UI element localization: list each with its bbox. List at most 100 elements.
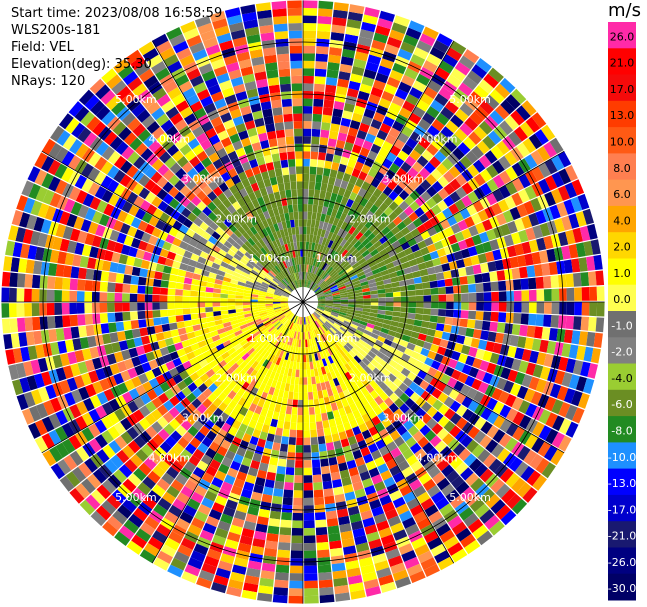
velocity-gate [323, 310, 332, 315]
velocity-gate [472, 200, 484, 213]
velocity-gate [336, 330, 344, 338]
velocity-gate [389, 162, 400, 174]
velocity-gate [499, 418, 512, 433]
velocity-gate [375, 25, 391, 37]
velocity-gate [459, 507, 474, 521]
velocity-gate [321, 245, 328, 254]
velocity-gate [372, 329, 381, 336]
velocity-gate [340, 230, 348, 239]
velocity-gate [546, 248, 556, 262]
velocity-gate [278, 350, 285, 359]
velocity-gate [336, 400, 344, 410]
velocity-gate [371, 474, 383, 485]
velocity-gate [303, 279, 306, 287]
velocity-gate [459, 55, 475, 70]
velocity-gate [423, 219, 434, 230]
velocity-gate [336, 423, 345, 433]
velocity-gate [340, 438, 350, 448]
velocity-gate [566, 302, 575, 316]
velocity-gate [208, 509, 222, 521]
velocity-gate [461, 195, 473, 208]
velocity-gate [224, 539, 239, 550]
velocity-gate [550, 449, 565, 466]
velocity-gate [543, 289, 552, 301]
velocity-gate [321, 342, 327, 351]
velocity-gate [319, 351, 325, 360]
velocity-gate [387, 330, 397, 337]
velocity-gate [201, 436, 213, 448]
velocity-gate [153, 385, 164, 397]
velocity-gate [345, 254, 354, 262]
velocity-gate [89, 394, 102, 409]
velocity-gate [310, 273, 314, 281]
velocity-gate [296, 422, 303, 431]
velocity-gate [320, 334, 326, 343]
velocity-gate [389, 490, 403, 502]
velocity-gate [351, 334, 360, 342]
velocity-gate [521, 100, 537, 116]
velocity-gate [326, 266, 334, 274]
velocity-gate [483, 453, 497, 468]
velocity-gate [265, 334, 273, 342]
velocity-gate [241, 457, 252, 467]
velocity-gate [192, 448, 205, 461]
velocity-gate [364, 220, 374, 229]
velocity-gate [107, 515, 123, 531]
velocity-gate [316, 307, 325, 312]
velocity-gate [420, 498, 435, 511]
velocity-gate [528, 133, 543, 150]
velocity-gate [471, 234, 482, 246]
velocity-gate [333, 334, 341, 342]
velocity-gate [183, 504, 197, 517]
velocity-gate [344, 318, 353, 324]
velocity-gate [235, 429, 245, 440]
velocity-gate [413, 319, 423, 327]
velocity-gate [201, 454, 213, 466]
colorbar-tick: 17.0 [610, 83, 635, 96]
velocity-gate [294, 377, 300, 385]
velocity-gate [378, 248, 388, 257]
velocity-gate [350, 323, 359, 330]
velocity-gate [279, 405, 287, 414]
velocity-gate [505, 408, 518, 422]
velocity-gate [289, 565, 303, 574]
velocity-gate [312, 391, 319, 400]
velocity-gate [328, 215, 336, 225]
velocity-gate [525, 227, 536, 241]
velocity-gate [303, 98, 313, 107]
velocity-gate [340, 56, 354, 66]
velocity-gate [273, 434, 282, 444]
velocity-gate [472, 329, 482, 339]
velocity-gate [463, 512, 479, 527]
velocity-gate [303, 106, 313, 114]
velocity-gate [355, 178, 365, 188]
velocity-gate [338, 407, 347, 417]
velocity-gate [386, 36, 402, 49]
velocity-gate [423, 86, 438, 100]
velocity-gate [216, 446, 228, 457]
velocity-gate [314, 68, 327, 77]
velocity-gate [498, 185, 511, 199]
velocity-gate [333, 2, 349, 12]
velocity-gate [412, 325, 421, 333]
velocity-gate [414, 234, 424, 244]
velocity-gate [381, 274, 391, 281]
velocity-gate [470, 255, 480, 266]
velocity-gate [384, 83, 398, 95]
velocity-gate [354, 399, 364, 410]
velocity-gate [333, 262, 341, 270]
velocity-gate [475, 222, 486, 234]
velocity-gate [296, 316, 300, 324]
velocity-gate [365, 460, 377, 471]
velocity-gate [422, 478, 436, 492]
velocity-gate [310, 158, 318, 167]
velocity-gate [340, 117, 351, 127]
velocity-gate [498, 433, 512, 448]
velocity-gate [187, 557, 203, 570]
velocity-gate [402, 517, 416, 529]
velocity-gate [393, 206, 404, 216]
velocity-gate [314, 311, 321, 318]
velocity-gate [230, 460, 241, 471]
velocity-gate [394, 264, 404, 272]
velocity-gate [393, 436, 405, 447]
